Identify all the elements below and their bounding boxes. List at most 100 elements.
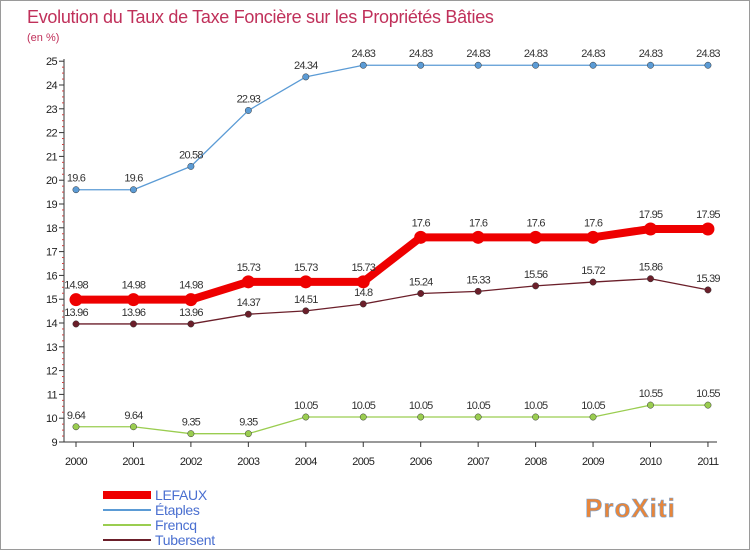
series-lines xyxy=(69,61,715,438)
x-tick-label: 2007 xyxy=(467,456,490,468)
data-label-2-5: 10.05 xyxy=(351,400,375,412)
data-point-0-1 xyxy=(126,293,140,307)
data-point-1-2 xyxy=(187,162,195,170)
data-label-0-4: 15.73 xyxy=(294,262,318,274)
x-tick-label: 2002 xyxy=(180,456,203,468)
data-point-2-3 xyxy=(244,430,252,438)
y-tick-label: 23 xyxy=(46,104,58,116)
y-tick-label: 10 xyxy=(46,413,58,425)
data-point-0-3 xyxy=(241,275,255,289)
data-point-0-11 xyxy=(701,222,715,236)
data-label-1-8: 24.83 xyxy=(524,48,548,60)
data-label-0-6: 17.6 xyxy=(412,217,431,229)
data-label-1-2: 20.58 xyxy=(179,149,203,161)
data-point-1-0 xyxy=(72,186,80,194)
data-label-2-10: 10.55 xyxy=(639,388,663,400)
data-point-3-1 xyxy=(130,320,137,328)
data-point-2-7 xyxy=(474,413,482,421)
data-label-3-2: 13.96 xyxy=(179,307,203,319)
y-tick-label: 9 xyxy=(51,437,57,449)
legend-label-0: LEFAUX xyxy=(155,487,208,503)
x-tick-label: 2003 xyxy=(237,456,260,468)
data-label-3-9: 15.72 xyxy=(581,265,605,277)
data-point-0-6 xyxy=(414,230,428,244)
data-point-3-9 xyxy=(589,278,597,286)
data-label-2-6: 10.05 xyxy=(409,400,433,412)
data-label-3-4: 14.51 xyxy=(294,294,318,306)
x-ticks: 2000 2001 2002 2003 2004 2005 2006 2007 2008 2009… xyxy=(65,442,720,468)
data-label-0-9: 17.6 xyxy=(584,217,603,229)
x-tick-label: 2004 xyxy=(295,456,318,468)
data-label-1-9: 24.83 xyxy=(581,48,605,60)
data-label-0-5: 15.73 xyxy=(351,262,375,274)
data-point-0-9 xyxy=(586,230,600,244)
data-label-2-3: 9.35 xyxy=(239,417,258,429)
data-point-3-7 xyxy=(474,287,482,295)
watermark-text: ProXiti xyxy=(585,493,676,523)
y-tick-label: 16 xyxy=(46,270,58,282)
data-point-1-6 xyxy=(417,61,425,69)
series-labels: 19.6 19.6 20.58 22.93 24.34 24.83 24.83 24.83 24… xyxy=(64,48,721,429)
data-point-2-10 xyxy=(647,401,654,409)
data-point-2-0 xyxy=(72,423,80,431)
data-point-0-5 xyxy=(356,275,370,289)
data-label-1-10: 24.83 xyxy=(639,48,663,60)
data-label-3-1: 13.96 xyxy=(122,307,146,319)
data-label-3-6: 15.24 xyxy=(409,276,433,288)
data-point-1-8 xyxy=(532,61,540,69)
y-tick-label: 17 xyxy=(46,247,58,259)
data-label-0-10: 17.95 xyxy=(639,209,663,221)
data-point-1-10 xyxy=(647,61,654,69)
data-point-1-1 xyxy=(130,186,137,194)
data-label-0-8: 17.6 xyxy=(526,217,545,229)
data-label-2-0: 9.64 xyxy=(67,410,86,422)
data-point-1-11 xyxy=(704,61,712,69)
x-tick-label: 2000 xyxy=(65,456,88,468)
y-tick-label: 25 xyxy=(46,56,58,68)
x-tick-label: 2005 xyxy=(352,456,375,468)
series-line-3 xyxy=(75,278,709,325)
data-label-3-11: 15.39 xyxy=(696,273,720,285)
data-point-0-7 xyxy=(471,230,485,244)
y-tick-label: 13 xyxy=(46,342,58,354)
series-line-2 xyxy=(75,404,709,435)
y-tick-label: 21 xyxy=(46,151,58,163)
data-point-2-4 xyxy=(302,413,310,421)
y-tick-label: 24 xyxy=(46,80,58,92)
y-tick-label: 22 xyxy=(46,128,58,140)
x-tick-label: 2010 xyxy=(639,456,662,468)
y-ticks: 9 10 11 12 13 14 15 16 17 18 19 20 21 22 23 24 25 xyxy=(46,56,64,449)
data-point-0-2 xyxy=(184,293,198,307)
data-point-0-4 xyxy=(299,275,313,289)
y-tick-label: 19 xyxy=(46,199,58,211)
data-point-2-6 xyxy=(417,413,425,421)
data-point-0-0 xyxy=(69,293,83,307)
data-label-2-2: 9.35 xyxy=(182,417,201,429)
series-line-1 xyxy=(75,64,709,191)
data-label-1-5: 24.83 xyxy=(351,48,375,60)
data-point-0-8 xyxy=(529,230,543,244)
data-point-0-10 xyxy=(644,222,657,236)
y-tick-label: 14 xyxy=(46,318,58,330)
data-point-2-8 xyxy=(532,413,540,421)
data-label-3-7: 15.33 xyxy=(466,274,490,286)
data-label-1-1: 19.6 xyxy=(124,173,143,185)
data-label-3-8: 15.56 xyxy=(524,269,548,281)
data-point-2-1 xyxy=(130,423,137,431)
data-label-1-0: 19.6 xyxy=(67,173,86,185)
axes xyxy=(63,59,717,443)
data-label-1-11: 24.83 xyxy=(696,48,720,60)
y-tick-label: 12 xyxy=(46,366,58,378)
chart-subtitle: (en %) xyxy=(27,32,59,44)
data-point-3-6 xyxy=(417,290,425,297)
y-tick-label: 20 xyxy=(46,175,58,187)
data-point-2-9 xyxy=(589,413,597,421)
data-label-0-7: 17.6 xyxy=(469,217,488,229)
data-point-3-2 xyxy=(187,320,195,328)
data-point-1-3 xyxy=(244,107,252,114)
data-label-2-11: 10.55 xyxy=(696,388,720,400)
data-point-3-11 xyxy=(704,286,712,294)
x-tick-label: 2006 xyxy=(410,456,433,468)
data-point-1-4 xyxy=(302,73,310,81)
x-tick-label: 2008 xyxy=(525,456,548,468)
